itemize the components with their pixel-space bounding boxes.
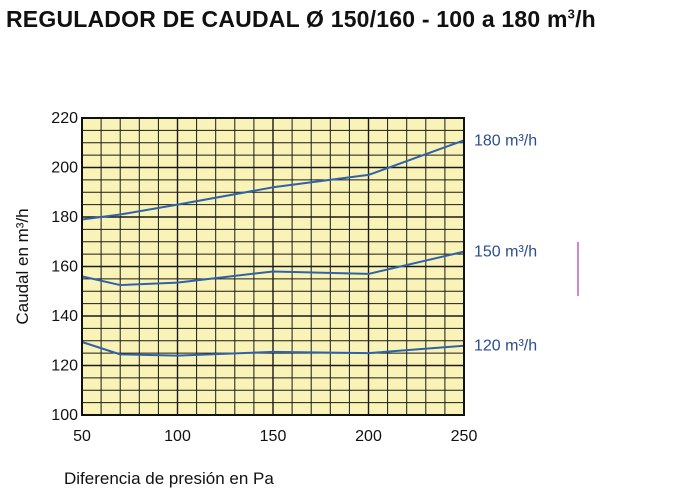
- series-line: [81, 250, 465, 287]
- chart-title: REGULADOR DE CAUDAL Ø 150/160 - 100 a 18…: [6, 6, 596, 32]
- y-axis-label: Caudal en m³/h: [13, 208, 32, 324]
- x-tick-label: 100: [164, 428, 191, 445]
- x-tick-label: 50: [73, 428, 91, 445]
- y-tick-label: 140: [51, 308, 78, 325]
- series-label: 180 m³/h: [474, 132, 537, 149]
- x-tick-label: 250: [451, 428, 478, 445]
- series-line: [81, 139, 465, 221]
- series-labels: 180 m³/h 150 m³/h 120 m³/h: [474, 132, 537, 354]
- grid-lines: [82, 118, 464, 415]
- y-tick-label: 120: [51, 358, 78, 375]
- y-tick-label: 220: [51, 110, 78, 127]
- y-tick-label: 100: [51, 407, 78, 424]
- x-tick-label: 150: [260, 428, 287, 445]
- series-label: 120 m³/h: [474, 338, 537, 355]
- x-axis-label: Diferencia de presión en Pa: [64, 469, 274, 488]
- series-line: [81, 341, 465, 357]
- y-tick-label: 200: [51, 160, 78, 177]
- plot-frame: [81, 117, 465, 416]
- y-tick-label: 160: [51, 259, 78, 276]
- x-axis-ticks: 50 100 150 200 250: [73, 428, 477, 445]
- y-axis-ticks: 100 120 140 160 180 200 220: [51, 110, 78, 424]
- series-label: 150 m³/h: [474, 244, 537, 261]
- series-lines: [81, 139, 465, 357]
- y-tick-label: 180: [51, 209, 78, 226]
- x-tick-label: 200: [355, 428, 382, 445]
